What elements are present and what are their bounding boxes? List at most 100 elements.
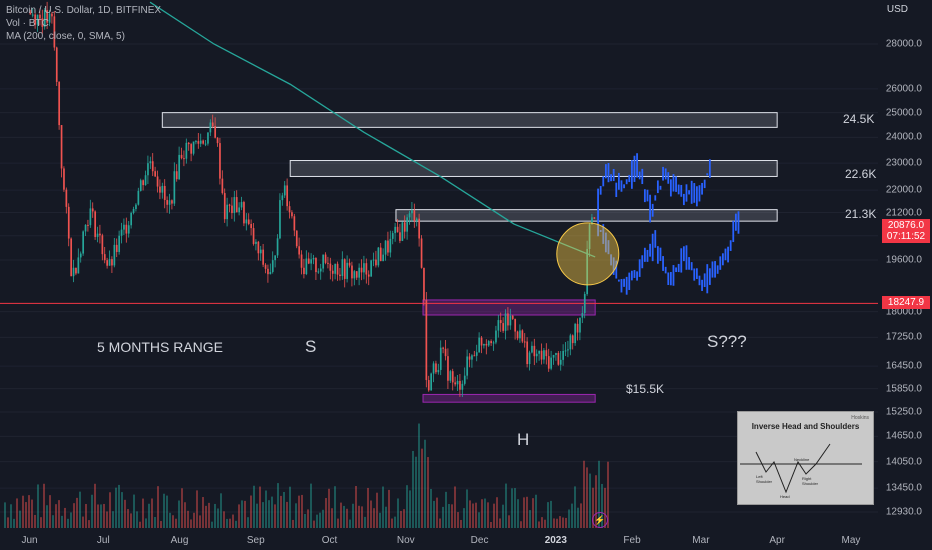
projection-lower-bar [659, 247, 662, 261]
volume-bar [469, 500, 471, 528]
candle-body [533, 345, 536, 357]
candle-body [53, 16, 56, 48]
candle-body [555, 353, 557, 355]
candle-body [485, 343, 488, 346]
candle-body [432, 363, 435, 374]
lightning-icon[interactable]: ⚡ [592, 512, 608, 528]
ma-line[interactable]: MA (200, close, 0, SMA, 5) [6, 31, 125, 42]
candle-body [547, 356, 550, 369]
volume-bar [109, 492, 111, 528]
volume-bar [247, 517, 249, 528]
projection-upper-bar [649, 194, 651, 223]
candle-body [103, 254, 106, 261]
volume-bar [352, 503, 354, 528]
volume-bar [64, 507, 66, 528]
zone-24k-label: 24.5K [843, 112, 875, 126]
projection-upper-bar [636, 153, 638, 178]
volume-bar [100, 504, 102, 528]
candle-body [60, 125, 63, 169]
volume-bar [592, 487, 594, 528]
symbol-line[interactable]: Bitcoin / U.S. Dollar, 1D, BITFINEX [6, 5, 162, 16]
candle-body [39, 14, 41, 19]
candle-body [75, 267, 77, 274]
volume-bar [340, 502, 342, 528]
projection-lower-bar [716, 265, 719, 274]
projection-lower-bar [625, 276, 628, 295]
projection-upper-bar [641, 168, 644, 185]
candle-body [339, 274, 341, 277]
volume-bar [295, 503, 297, 528]
volume-bar [49, 495, 51, 528]
candle-body [91, 208, 94, 212]
candle-body [358, 267, 361, 278]
volume-bar [160, 521, 162, 528]
volume-bar [304, 513, 306, 528]
volume-bar [568, 509, 570, 528]
candle-body [526, 341, 529, 365]
volume-bar [430, 488, 432, 528]
candle-body [183, 158, 185, 160]
volume-bar [601, 483, 603, 528]
candle-body [351, 265, 353, 279]
candle-body [504, 313, 507, 331]
volume-bar [166, 495, 168, 528]
candle-body [199, 140, 202, 144]
volume-bar [514, 488, 516, 528]
volume-bar [121, 492, 123, 528]
volume-bar [277, 483, 279, 528]
volume-bar [103, 503, 105, 528]
candle-body [168, 200, 171, 205]
volume-line[interactable]: Vol · BTC [6, 18, 49, 29]
volume-bar [562, 517, 564, 528]
volume-bar [553, 518, 555, 528]
candle-body [531, 345, 533, 353]
demand-zone [422, 299, 596, 316]
candle-body [195, 141, 197, 143]
projection-upper-bar [604, 164, 607, 179]
volume-bar [130, 513, 132, 528]
candle-body [312, 258, 315, 260]
y-tick-label: 16450.0 [885, 360, 922, 372]
candle-body [581, 313, 584, 318]
projection-lower-bar [651, 233, 654, 262]
candle-body [243, 202, 245, 224]
projection-lower-bar [690, 262, 693, 271]
candle-body [221, 178, 224, 194]
candle-body [65, 189, 68, 207]
projection-lower-bar [721, 253, 724, 266]
y-tick-label: 13450.0 [885, 482, 922, 494]
projection-lower-bar [638, 259, 641, 277]
candle-body [99, 233, 101, 236]
volume-bar [607, 461, 609, 528]
candle-body [255, 241, 257, 244]
candle-body [238, 207, 241, 213]
volume-bar [184, 502, 186, 528]
candle-body [406, 217, 409, 232]
volume-bar [256, 503, 258, 528]
candle-body [461, 383, 464, 390]
volume-bar [370, 500, 372, 528]
y-tick-label: 23000.0 [885, 157, 922, 169]
candle-body [567, 349, 569, 351]
projection-upper-bar [695, 186, 698, 207]
candle-body [430, 373, 433, 391]
projection-upper-bar [682, 193, 685, 206]
volume-bar [583, 460, 585, 528]
volume-bar [283, 491, 285, 528]
candle-body [413, 210, 416, 222]
candle-body [269, 271, 272, 275]
level-15k-label: $15.5K [626, 382, 665, 396]
volume-bar [244, 500, 246, 528]
resistance-zone [289, 160, 778, 177]
volume-bar [403, 509, 405, 528]
candle-body [226, 204, 229, 220]
candle-body [223, 193, 226, 220]
pattern-inset: Hoskins Inverse Head and Shoulders Neckl… [737, 411, 874, 505]
projection-lower-bar [706, 264, 709, 294]
candle-body [490, 341, 493, 344]
candle-body [355, 271, 358, 278]
volume-bar [106, 511, 108, 528]
projection-lower-bar [667, 272, 670, 286]
projection-upper-bar [597, 188, 599, 212]
